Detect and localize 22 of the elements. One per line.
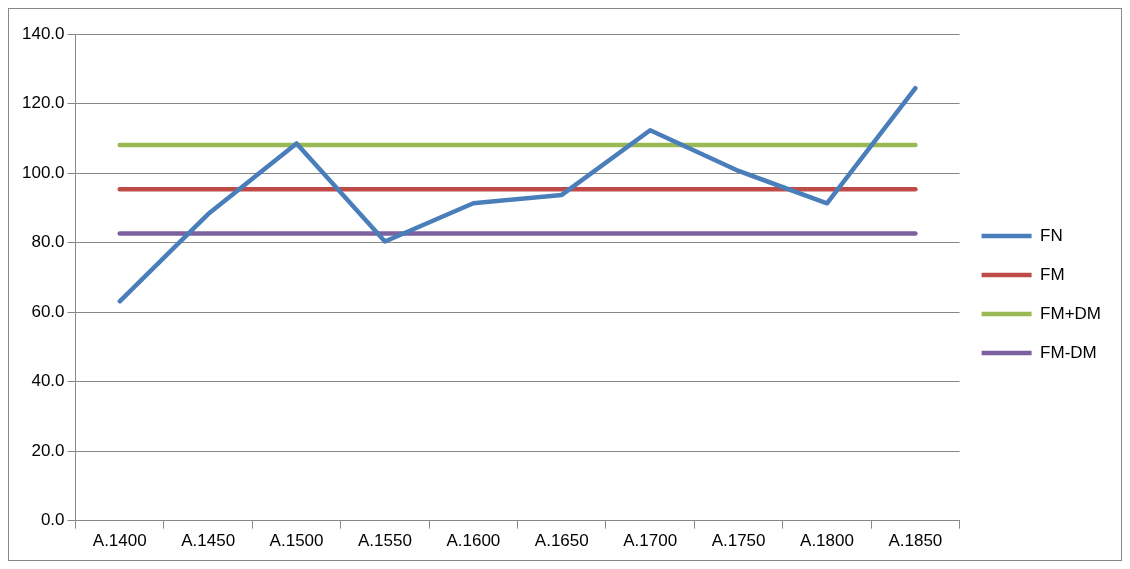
y-tick-label: 0.0 <box>40 510 65 530</box>
legend-label: FM <box>1040 264 1065 284</box>
x-tick-label: A.1850 <box>888 531 943 551</box>
y-tick-label: 120.0 <box>21 93 65 113</box>
legend-label: FN <box>1040 225 1063 245</box>
x-tick-label: A.1400 <box>92 531 147 551</box>
y-tick-label: 60.0 <box>31 301 65 321</box>
x-tick-label: A.1500 <box>269 531 324 551</box>
x-tick-label: A.1750 <box>711 531 766 551</box>
x-tick-label: A.1450 <box>181 531 236 551</box>
x-tick-label: A.1600 <box>446 531 501 551</box>
y-tick-label: 100.0 <box>21 162 65 182</box>
legend-label: FM+DM <box>1040 303 1102 323</box>
y-tick-label: 20.0 <box>31 440 65 460</box>
y-tick-label: 40.0 <box>31 371 65 391</box>
x-tick-label: A.1700 <box>623 531 678 551</box>
x-tick-label: A.1650 <box>534 531 589 551</box>
y-tick-label: 140.0 <box>21 23 65 43</box>
y-tick-label: 80.0 <box>31 232 65 252</box>
x-tick-label: A.1800 <box>800 531 854 551</box>
legend-label: FM-DM <box>1040 342 1097 362</box>
x-tick-label: A.1550 <box>358 531 412 551</box>
